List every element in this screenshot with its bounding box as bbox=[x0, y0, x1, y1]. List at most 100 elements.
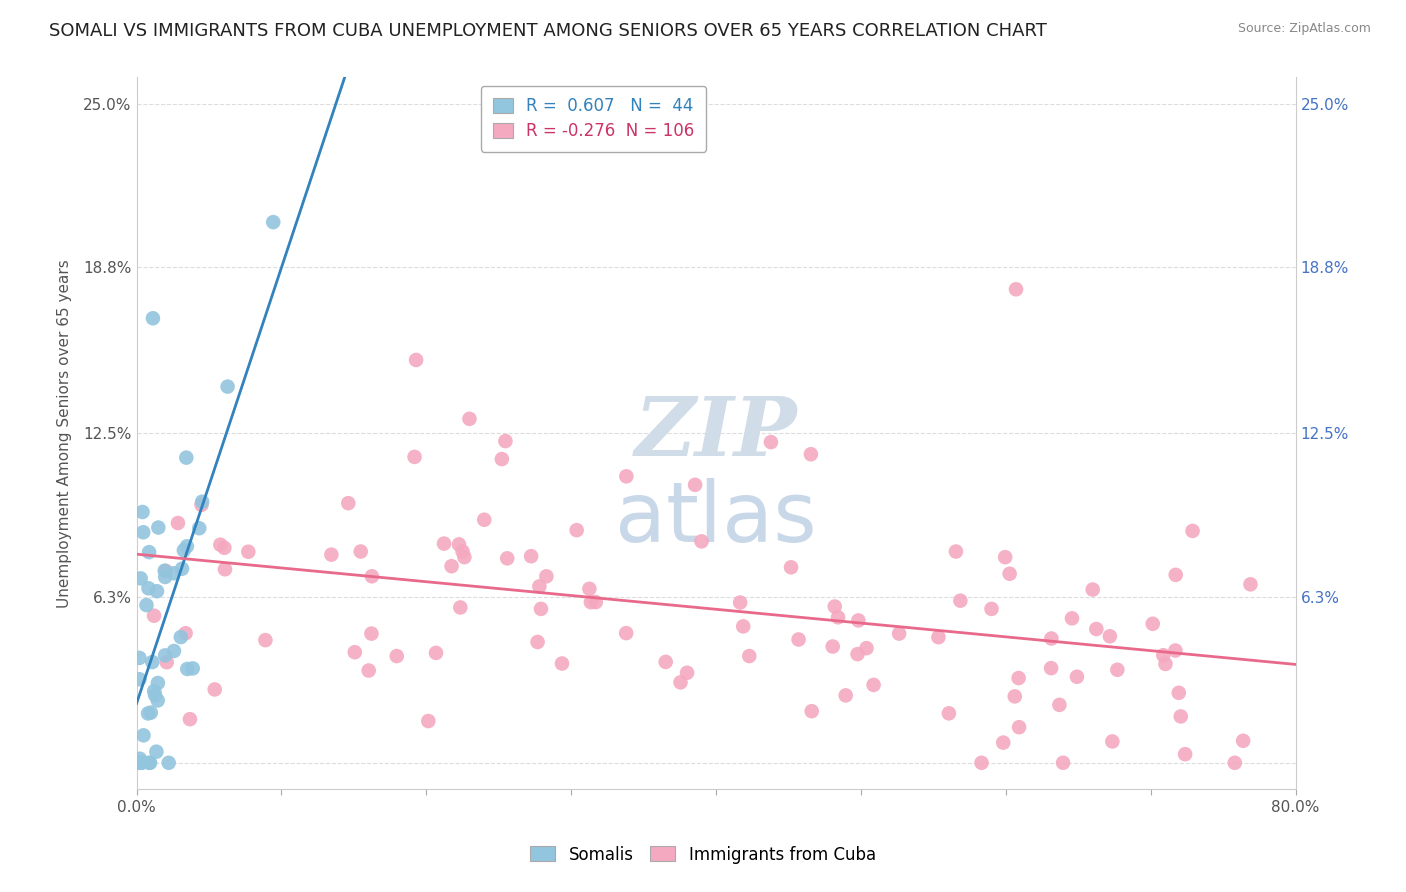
Point bbox=[1040, 632, 1063, 646]
Point bbox=[565, 523, 588, 537]
Point bbox=[357, 664, 380, 678]
Point bbox=[994, 550, 1017, 565]
Point bbox=[155, 564, 177, 578]
Point bbox=[433, 536, 456, 550]
Point bbox=[141, 655, 163, 669]
Point bbox=[927, 630, 949, 644]
Point bbox=[238, 545, 260, 559]
Point bbox=[614, 626, 637, 640]
Point bbox=[1060, 611, 1083, 625]
Point bbox=[191, 494, 214, 508]
Point bbox=[690, 534, 713, 549]
Point bbox=[142, 311, 165, 326]
Point bbox=[1040, 661, 1063, 675]
Point bbox=[145, 745, 167, 759]
Point bbox=[146, 676, 169, 690]
Point bbox=[143, 688, 166, 702]
Point bbox=[405, 353, 427, 368]
Point bbox=[728, 595, 751, 609]
Point bbox=[209, 538, 232, 552]
Point bbox=[343, 645, 366, 659]
Text: ZIP: ZIP bbox=[634, 393, 797, 474]
Point bbox=[139, 706, 162, 720]
Point bbox=[1004, 690, 1026, 704]
Point bbox=[204, 682, 226, 697]
Point bbox=[138, 545, 160, 559]
Point bbox=[188, 521, 211, 535]
Point bbox=[1142, 616, 1164, 631]
Point bbox=[132, 525, 155, 540]
Point bbox=[447, 537, 470, 551]
Point bbox=[163, 644, 186, 658]
Point bbox=[614, 469, 637, 483]
Point bbox=[887, 626, 910, 640]
Legend: Somalis, Immigrants from Cuba: Somalis, Immigrants from Cuba bbox=[523, 839, 883, 871]
Text: Source: ZipAtlas.com: Source: ZipAtlas.com bbox=[1237, 22, 1371, 36]
Point bbox=[1085, 622, 1108, 636]
Point bbox=[536, 569, 558, 583]
Point bbox=[1047, 698, 1070, 712]
Point bbox=[321, 548, 343, 562]
Point bbox=[846, 647, 869, 661]
Point bbox=[132, 728, 155, 742]
Point bbox=[143, 608, 166, 623]
Point bbox=[1008, 720, 1031, 734]
Point bbox=[1167, 686, 1189, 700]
Point bbox=[491, 452, 513, 467]
Point bbox=[1101, 734, 1123, 748]
Point bbox=[579, 595, 602, 609]
Point bbox=[1154, 657, 1177, 671]
Point bbox=[360, 626, 382, 640]
Point bbox=[350, 544, 373, 558]
Point bbox=[1170, 709, 1192, 723]
Point bbox=[167, 516, 190, 530]
Point bbox=[131, 505, 153, 519]
Point bbox=[676, 665, 699, 680]
Point bbox=[128, 756, 150, 770]
Point bbox=[139, 756, 162, 770]
Point bbox=[176, 662, 198, 676]
Point bbox=[1052, 756, 1074, 770]
Point bbox=[173, 543, 195, 558]
Point bbox=[153, 564, 176, 578]
Point bbox=[153, 648, 176, 663]
Point bbox=[949, 593, 972, 607]
Point bbox=[526, 635, 548, 649]
Point bbox=[170, 630, 193, 644]
Point bbox=[669, 675, 692, 690]
Point bbox=[449, 600, 471, 615]
Point bbox=[1164, 567, 1187, 582]
Point bbox=[1164, 643, 1187, 657]
Point bbox=[425, 646, 447, 660]
Point bbox=[170, 562, 193, 576]
Point bbox=[780, 560, 803, 574]
Point bbox=[800, 704, 823, 718]
Point bbox=[1223, 756, 1246, 770]
Point bbox=[862, 678, 884, 692]
Point bbox=[733, 619, 755, 633]
Point bbox=[128, 756, 150, 770]
Point bbox=[128, 752, 150, 766]
Point bbox=[128, 673, 150, 687]
Point bbox=[190, 498, 212, 512]
Point bbox=[176, 450, 198, 465]
Point bbox=[138, 582, 160, 596]
Point bbox=[214, 562, 236, 576]
Point bbox=[738, 648, 761, 663]
Point bbox=[1098, 629, 1121, 643]
Point bbox=[824, 599, 846, 614]
Point bbox=[855, 641, 877, 656]
Point bbox=[174, 626, 197, 640]
Point bbox=[654, 655, 676, 669]
Point bbox=[128, 756, 150, 770]
Point bbox=[148, 520, 170, 534]
Point bbox=[529, 579, 551, 593]
Point bbox=[361, 569, 384, 583]
Y-axis label: Unemployment Among Seniors over 65 years: Unemployment Among Seniors over 65 years bbox=[58, 259, 72, 607]
Point bbox=[1107, 663, 1129, 677]
Point bbox=[551, 657, 574, 671]
Point bbox=[128, 651, 150, 665]
Point bbox=[998, 566, 1021, 581]
Point bbox=[157, 756, 180, 770]
Point bbox=[385, 649, 408, 664]
